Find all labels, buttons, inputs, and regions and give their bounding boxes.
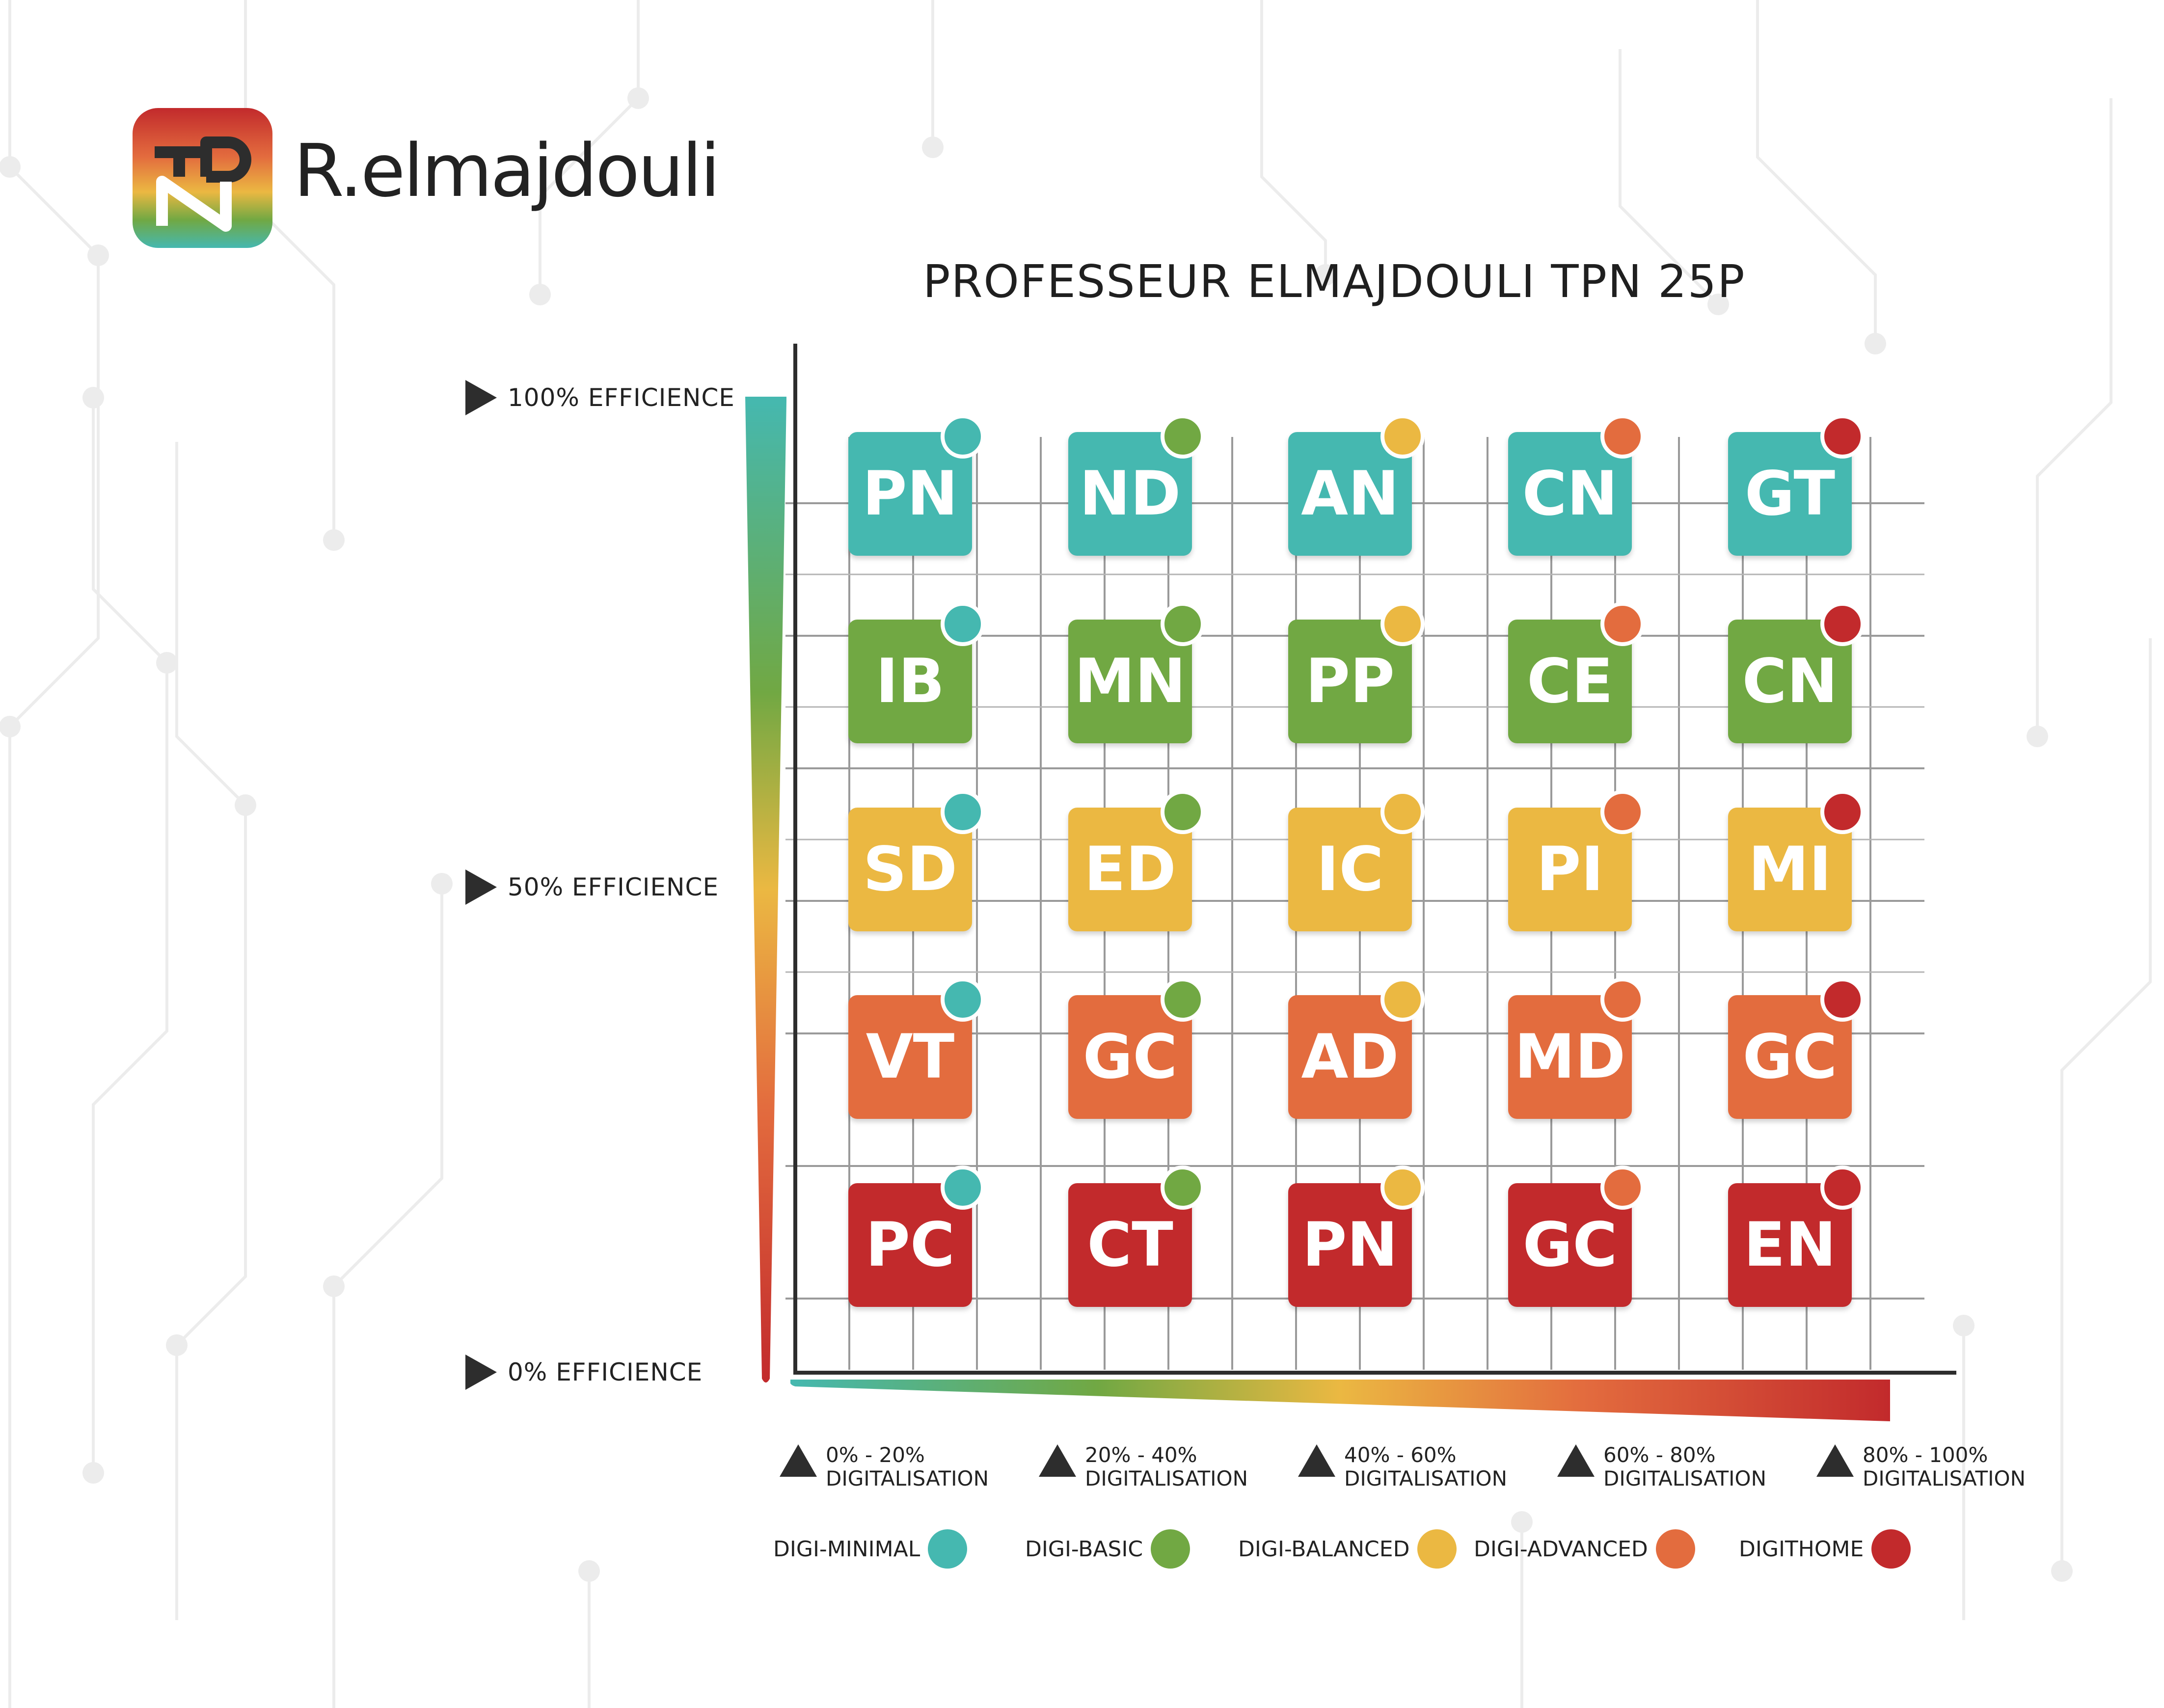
up-triangle-icon bbox=[1816, 1444, 1854, 1477]
legend-dot bbox=[928, 1529, 968, 1569]
y-label-text: 100% EFFICIENCE bbox=[508, 383, 735, 412]
legend-digi-balanced: DIGI-BALANCED bbox=[1238, 1529, 1457, 1569]
x-range-4: 80% - 100% DIGITALISATION bbox=[1816, 1443, 2026, 1491]
y-label-100: 100% EFFICIENCE bbox=[465, 378, 735, 417]
legend-digi-minimal: DIGI-MINIMAL bbox=[773, 1529, 968, 1569]
legend-digi-advanced: DIGI-ADVANCED bbox=[1474, 1529, 1695, 1569]
legend-label: DIGI-ADVANCED bbox=[1474, 1536, 1648, 1562]
digitalisation-dot bbox=[1380, 977, 1425, 1022]
digitalisation-dot bbox=[1600, 790, 1645, 834]
up-triangle-icon bbox=[1039, 1444, 1076, 1477]
up-triangle-icon bbox=[1557, 1444, 1595, 1477]
brand-name: R.elmajdouli bbox=[294, 129, 720, 213]
digitalisation-dot bbox=[1380, 602, 1425, 646]
x-range-1: 20% - 40% DIGITALISATION bbox=[1039, 1443, 1248, 1491]
digitalisation-dot bbox=[1161, 414, 1205, 459]
x-range-value: 0% - 20% bbox=[826, 1443, 925, 1467]
digitalisation-dot bbox=[1161, 977, 1205, 1022]
matrix-tile: MI bbox=[1728, 808, 1852, 931]
legend-dot bbox=[1417, 1529, 1457, 1569]
digitalisation-gradient-bar bbox=[790, 1380, 1890, 1421]
legend-label: DIGI-MINIMAL bbox=[773, 1536, 920, 1562]
x-range-value: 60% - 80% bbox=[1603, 1443, 1716, 1467]
legend-digithome: DIGITHOME bbox=[1739, 1529, 1911, 1569]
legend-dot bbox=[1655, 1529, 1695, 1569]
digitalisation-dot bbox=[1600, 977, 1645, 1022]
digitalisation-dot bbox=[941, 977, 985, 1022]
digitalisation-dot bbox=[1380, 790, 1425, 834]
x-range-label: DIGITALISATION bbox=[1085, 1466, 1248, 1491]
up-triangle-icon bbox=[1298, 1444, 1335, 1477]
x-range-value: 20% - 40% bbox=[1085, 1443, 1197, 1467]
digitalisation-dot bbox=[1820, 414, 1865, 459]
matrix-tile: PI bbox=[1508, 808, 1632, 931]
digitalisation-dot bbox=[941, 414, 985, 459]
digitalisation-dot bbox=[1161, 1166, 1205, 1210]
digitalisation-dot bbox=[1161, 602, 1205, 646]
brand-logo bbox=[133, 108, 272, 248]
x-range-label: DIGITALISATION bbox=[826, 1466, 989, 1491]
legend-dot bbox=[1151, 1529, 1190, 1569]
digitalisation-dot bbox=[941, 790, 985, 834]
play-triangle-icon bbox=[465, 869, 497, 905]
digitalisation-dot bbox=[1161, 790, 1205, 834]
digitalisation-dot bbox=[1820, 977, 1865, 1022]
x-range-label: DIGITALISATION bbox=[1603, 1466, 1767, 1491]
x-range-2: 40% - 60% DIGITALISATION bbox=[1298, 1443, 1507, 1491]
x-range-value: 40% - 60% bbox=[1344, 1443, 1457, 1467]
digitalisation-dot bbox=[1380, 1166, 1425, 1210]
legend-label: DIGI-BALANCED bbox=[1238, 1536, 1410, 1562]
digitalisation-dot bbox=[1820, 602, 1865, 646]
legend-label: DIGITHOME bbox=[1739, 1536, 1864, 1562]
digitalisation-dot bbox=[1820, 790, 1865, 834]
legend-dot bbox=[1871, 1529, 1911, 1569]
legend-digi-basic: DIGI-BASIC bbox=[1025, 1529, 1190, 1569]
play-triangle-icon bbox=[465, 380, 497, 415]
x-range-3: 60% - 80% DIGITALISATION bbox=[1557, 1443, 1766, 1491]
y-label-text: 50% EFFICIENCE bbox=[508, 873, 719, 901]
matrix-tile: EN bbox=[1728, 1183, 1852, 1307]
digitalisation-dot bbox=[1380, 414, 1425, 459]
x-range-label: DIGITALISATION bbox=[1863, 1466, 2026, 1491]
matrix-tile: MD bbox=[1508, 995, 1632, 1119]
matrix-tile: CT bbox=[1068, 1183, 1192, 1307]
x-range-label: DIGITALISATION bbox=[1344, 1466, 1508, 1491]
x-range-0: 0% - 20% DIGITALISATION bbox=[780, 1443, 989, 1491]
y-label-50: 50% EFFICIENCE bbox=[465, 868, 719, 907]
play-triangle-icon bbox=[465, 1355, 497, 1390]
up-triangle-icon bbox=[780, 1444, 817, 1477]
matrix-tile: PC bbox=[848, 1183, 972, 1307]
digitalisation-dot bbox=[1600, 602, 1645, 646]
page-title: PROFESSEUR ELMAJDOULI TPN 25P bbox=[923, 255, 1746, 308]
digitalisation-dot bbox=[1820, 1166, 1865, 1210]
x-range-value: 80% - 100% bbox=[1863, 1443, 1988, 1467]
y-label-0: 0% EFFICIENCE bbox=[465, 1353, 703, 1392]
legend-label: DIGI-BASIC bbox=[1025, 1536, 1143, 1562]
digitalisation-dot bbox=[941, 1166, 985, 1210]
digitalisation-dot bbox=[1600, 414, 1645, 459]
y-label-text: 0% EFFICIENCE bbox=[508, 1358, 703, 1386]
digitalisation-dot bbox=[1600, 1166, 1645, 1210]
efficience-gradient-bar bbox=[745, 397, 786, 1383]
digitalisation-dot bbox=[941, 602, 985, 646]
matrix-tile: PN bbox=[848, 432, 972, 556]
matrix-tile: SD bbox=[848, 808, 972, 931]
matrix-grid: PN ND AN CN GT IB MN PP CE CN SD ED IC PI MI VT GC AD MD GC… bbox=[785, 339, 1964, 1389]
